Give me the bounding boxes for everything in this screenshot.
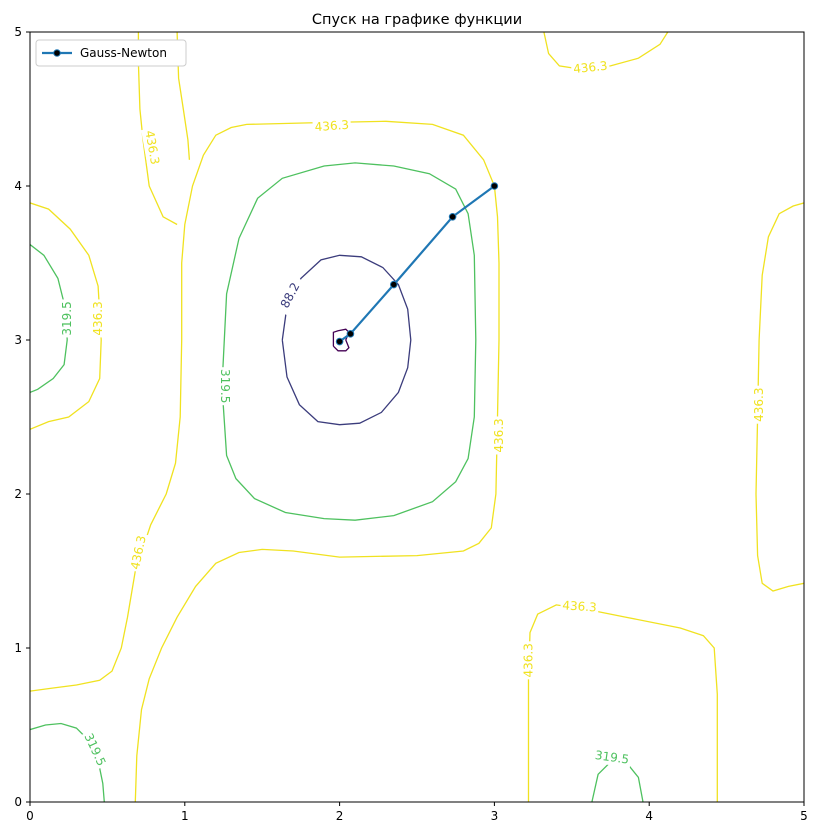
contour-label-bg bbox=[90, 299, 107, 338]
contour-line-3-1 bbox=[30, 202, 102, 430]
contour-label-bg bbox=[560, 597, 600, 616]
contour-label-bg bbox=[570, 57, 611, 78]
contour-line-3-4 bbox=[134, 185, 500, 802]
contour-line-2-1 bbox=[30, 243, 68, 394]
plot-frame bbox=[29, 31, 805, 803]
contour-label: 436.3 bbox=[142, 129, 162, 165]
x-tick-label: 1 bbox=[181, 809, 189, 823]
series-point bbox=[335, 337, 344, 346]
contour-label-bg bbox=[126, 532, 151, 573]
contour-label: 436.3 bbox=[752, 388, 766, 422]
legend-marker bbox=[53, 49, 61, 57]
contour-label: 319.5 bbox=[60, 301, 74, 335]
contour-line-2-3 bbox=[591, 761, 644, 802]
contour-label-bg bbox=[79, 729, 111, 771]
contour-label-bg bbox=[751, 385, 768, 424]
x-axis: 0 1 2 3 4 5 bbox=[26, 802, 808, 823]
contour-label: 319.5 bbox=[81, 731, 108, 768]
contour-label-bg bbox=[59, 299, 76, 338]
contour-label-bg bbox=[520, 641, 537, 680]
y-tick-label: 2 bbox=[14, 487, 22, 501]
contour-label-bg bbox=[491, 416, 508, 455]
series-layer bbox=[335, 182, 499, 346]
x-tick-label: 5 bbox=[800, 809, 808, 823]
y-tick-label: 0 bbox=[14, 795, 22, 809]
series-point bbox=[389, 280, 398, 289]
contour-label: 436.3 bbox=[91, 301, 105, 335]
series-line-0 bbox=[338, 185, 496, 343]
contour-label: 436.3 bbox=[562, 598, 597, 614]
contour-label: 436.3 bbox=[314, 118, 349, 134]
y-tick-label: 4 bbox=[14, 179, 22, 193]
contour-line-3-5 bbox=[527, 604, 718, 802]
y-axis: 0 1 2 3 4 5 bbox=[14, 25, 30, 809]
series-point bbox=[346, 330, 355, 338]
contour-label: 436.3 bbox=[521, 643, 535, 677]
x-tick-label: 3 bbox=[491, 809, 499, 823]
contour-label-bg bbox=[217, 367, 234, 406]
contour-label-bg bbox=[312, 116, 352, 136]
legend: Gauss-Newton bbox=[35, 39, 187, 67]
series-point bbox=[490, 182, 499, 190]
contour-line-0-0 bbox=[281, 254, 412, 426]
contour-label: 436.3 bbox=[573, 59, 609, 77]
contour-label-bg bbox=[592, 746, 632, 768]
legend-box bbox=[35, 39, 187, 67]
x-tick-label: 4 bbox=[645, 809, 653, 823]
contour-label: 436.3 bbox=[492, 418, 506, 452]
series-point bbox=[448, 213, 457, 221]
contour-line-2-2 bbox=[30, 722, 105, 802]
x-tick-label: 2 bbox=[336, 809, 344, 823]
contour-label: 436.3 bbox=[128, 534, 149, 571]
contour-label: 319.5 bbox=[218, 369, 232, 403]
legend-label: Gauss-Newton bbox=[80, 46, 167, 60]
x-tick-label: 0 bbox=[26, 809, 34, 823]
chart-title: Спуск на графике функции bbox=[312, 12, 522, 28]
contour-label-bg bbox=[274, 274, 307, 316]
y-tick-label: 3 bbox=[14, 333, 22, 347]
y-tick-label: 1 bbox=[14, 641, 22, 655]
contour-line-3-0 bbox=[30, 120, 496, 692]
contour-label: 319.5 bbox=[594, 748, 630, 767]
contour-line-2-0 bbox=[221, 162, 477, 521]
contour-label-bg bbox=[141, 127, 164, 168]
y-tick-label: 5 bbox=[14, 25, 22, 39]
